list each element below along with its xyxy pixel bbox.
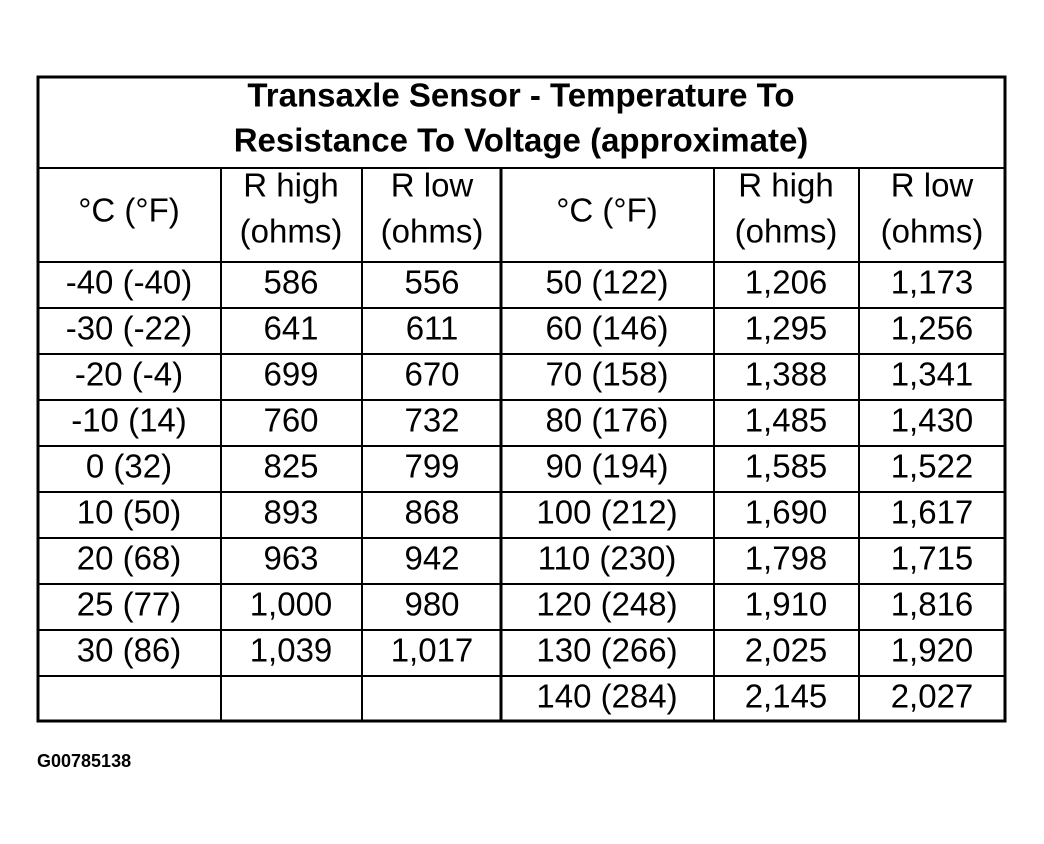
cell: 2,025 — [745, 632, 828, 669]
cell: 1,000 — [250, 586, 333, 623]
cell: 732 — [404, 402, 459, 439]
cell: 2,145 — [745, 678, 828, 715]
cell: 1,522 — [891, 448, 974, 485]
cell: 10 (50) — [77, 494, 182, 531]
cell: 963 — [263, 540, 318, 577]
cell: 641 — [263, 310, 318, 347]
cell: -20 (-4) — [75, 356, 183, 393]
cell: 893 — [263, 494, 318, 531]
cell: 1,295 — [745, 310, 828, 347]
cell: 1,388 — [745, 356, 828, 393]
cell: 120 (248) — [536, 586, 677, 623]
cell: 0 (32) — [86, 448, 172, 485]
cell: 1,715 — [891, 540, 974, 577]
cell: 611 — [406, 310, 459, 347]
cell: 25 (77) — [77, 586, 182, 623]
cell: 20 (68) — [77, 540, 182, 577]
cell: 2,027 — [891, 678, 974, 715]
cell: 556 — [404, 264, 459, 301]
cell: 60 (146) — [546, 310, 669, 347]
column-header: R low — [391, 167, 474, 204]
cell: 1,206 — [745, 264, 828, 301]
cell: 1,256 — [891, 310, 974, 347]
column-header: °C (°F) — [78, 192, 180, 229]
cell: 699 — [263, 356, 318, 393]
cell: 1,617 — [891, 494, 974, 531]
cell: 868 — [404, 494, 459, 531]
cell: 1,017 — [391, 632, 474, 669]
cell: 50 (122) — [546, 264, 669, 301]
cell: 1,039 — [250, 632, 333, 669]
cell: 1,798 — [745, 540, 828, 577]
cell: 799 — [404, 448, 459, 485]
column-header: R high — [243, 167, 338, 204]
cell: 30 (86) — [77, 632, 182, 669]
cell: 130 (266) — [536, 632, 677, 669]
cell: 760 — [263, 402, 318, 439]
cell: 942 — [404, 540, 459, 577]
title: Resistance To Voltage (approximate) — [234, 122, 809, 159]
cell: 70 (158) — [546, 356, 669, 393]
column-header: R high — [738, 167, 833, 204]
cell: 80 (176) — [546, 402, 669, 439]
cell: 670 — [404, 356, 459, 393]
column-header: °C (°F) — [556, 192, 658, 229]
figure-id: G00785138 — [37, 751, 131, 771]
column-header: R low — [891, 167, 974, 204]
cell: 1,816 — [891, 586, 974, 623]
cell: 980 — [404, 586, 459, 623]
cell: 100 (212) — [536, 494, 677, 531]
cell: 110 (230) — [538, 540, 677, 577]
cell: -40 (-40) — [66, 264, 193, 301]
cell: 1,910 — [745, 586, 828, 623]
cell: 1,341 — [891, 356, 974, 393]
cell: 1,485 — [745, 402, 828, 439]
column-header: (ohms) — [881, 213, 984, 250]
cell: 1,430 — [891, 402, 974, 439]
column-header: (ohms) — [735, 213, 838, 250]
cell: -30 (-22) — [66, 310, 193, 347]
cell: -10 (14) — [71, 402, 187, 439]
row-rules — [38, 307, 1005, 677]
cell: 586 — [263, 264, 318, 301]
cell: 825 — [263, 448, 318, 485]
cell: 1,173 — [891, 264, 974, 301]
cell: 90 (194) — [546, 448, 669, 485]
cell: 1,585 — [745, 448, 828, 485]
cell: 1,920 — [891, 632, 974, 669]
column-header: (ohms) — [381, 213, 484, 250]
cell: 1,690 — [745, 494, 828, 531]
title: Transaxle Sensor - Temperature To — [247, 77, 794, 114]
column-header: (ohms) — [240, 213, 343, 250]
cell: 140 (284) — [536, 678, 677, 715]
